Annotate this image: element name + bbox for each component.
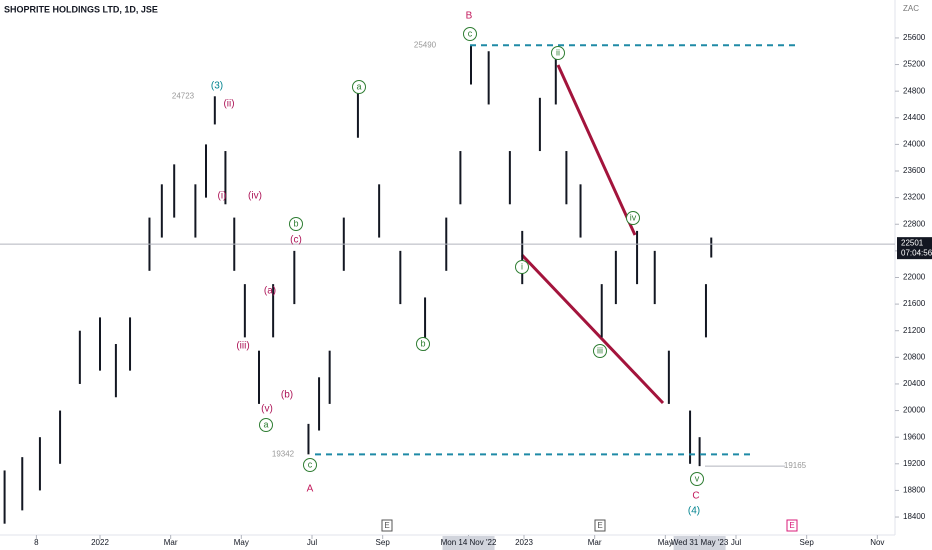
event-label: E — [789, 521, 794, 530]
wave-label: (b) — [281, 390, 293, 401]
wave-label: c — [468, 28, 473, 38]
wave-label: v — [695, 473, 700, 483]
y-tick-label: 23600 — [903, 166, 926, 175]
level-label: 19342 — [272, 449, 295, 458]
x-tick-label: Mar — [588, 538, 602, 547]
countdown: 07:04:56 — [901, 248, 932, 257]
x-highlight — [442, 536, 495, 550]
y-tick-label: 22000 — [903, 273, 926, 282]
x-highlight — [673, 536, 726, 550]
wave-label: c — [308, 459, 313, 469]
x-tick-label: May — [658, 538, 673, 547]
wave-circle — [690, 472, 704, 486]
y-tick-label: 20000 — [903, 406, 926, 415]
wave-circle — [593, 344, 607, 358]
y-tick-label: 18400 — [903, 512, 926, 521]
wave-label: (ii) — [223, 99, 234, 110]
wave-label: (a) — [264, 286, 276, 297]
level-label: 19165 — [784, 461, 807, 470]
y-tick-label: 21600 — [903, 299, 926, 308]
y-tick-label: 25200 — [903, 60, 926, 69]
wedge-upper — [556, 64, 637, 236]
wave-label: (iv) — [248, 191, 262, 202]
wave-circle — [551, 46, 565, 60]
chart-title: SHOPRITE HOLDINGS LTD, 1D, JSE — [4, 4, 158, 14]
wave-label: (i) — [218, 191, 227, 202]
wave-circle — [626, 211, 640, 225]
event-icon — [594, 519, 606, 532]
x-tick-label: Sep — [800, 538, 815, 547]
x-tick-label: Wed 31 May '23 — [671, 538, 729, 547]
level-label: 24723 — [172, 91, 195, 100]
x-tick-label: Nov — [870, 538, 884, 547]
wave-label: a — [263, 419, 268, 429]
currency: ZAC — [903, 4, 919, 13]
x-tick-label: May — [234, 538, 249, 547]
wave-label: A — [307, 484, 314, 495]
y-tick-label: 24800 — [903, 86, 926, 95]
wave-label: b — [293, 218, 298, 228]
wave-label: (v) — [261, 404, 273, 415]
wave-label: C — [692, 491, 699, 502]
event-icon — [786, 519, 798, 532]
wave-label: i — [521, 261, 523, 271]
y-tick-label: 22800 — [903, 219, 926, 228]
event-label: E — [597, 521, 602, 530]
wave-circle — [352, 80, 366, 94]
last-price-box — [897, 237, 932, 260]
wave-circle — [416, 337, 430, 351]
x-tick-label: 2023 — [515, 538, 533, 547]
y-tick-label: 21200 — [903, 326, 926, 335]
y-tick-label: 18800 — [903, 486, 926, 495]
wave-label: (4) — [688, 506, 700, 517]
wave-label: (3) — [211, 81, 223, 92]
wave-circle — [289, 217, 303, 231]
wave-label: ii — [556, 47, 560, 57]
wave-label: (c) — [290, 235, 302, 246]
event-label: E — [384, 521, 389, 530]
wedge-lower — [520, 253, 665, 405]
wave-circle — [515, 260, 529, 274]
x-tick-label: 8 — [34, 538, 39, 547]
x-tick-label: Sep — [376, 538, 391, 547]
y-tick-label: 19600 — [903, 432, 926, 441]
x-tick-label: Mar — [164, 538, 178, 547]
wave-label: iv — [630, 212, 637, 222]
wave-label: iii — [597, 345, 603, 355]
x-tick-label: Jul — [307, 538, 317, 547]
y-tick-label: 20800 — [903, 352, 926, 361]
wave-label: b — [420, 338, 425, 348]
x-tick-label: 2022 — [91, 538, 109, 547]
y-tick-label: 23200 — [903, 193, 926, 202]
wave-label: B — [466, 11, 473, 22]
wave-circle — [463, 27, 477, 41]
y-tick-label: 20400 — [903, 379, 926, 388]
x-tick-label: Mon 14 Nov '22 — [441, 538, 497, 547]
y-tick-label: 19200 — [903, 459, 926, 468]
level-label: 25490 — [414, 40, 437, 49]
y-tick-label: 24400 — [903, 113, 926, 122]
wave-label: a — [356, 81, 361, 91]
y-tick-label: 25600 — [903, 33, 926, 42]
wave-circle — [303, 458, 317, 472]
event-icon — [381, 519, 393, 532]
last-price: 22501 — [901, 238, 924, 247]
wave-label: (iii) — [236, 341, 249, 352]
y-tick-label: 24000 — [903, 140, 926, 149]
x-tick-label: Jul — [731, 538, 741, 547]
wave-circle — [259, 418, 273, 432]
